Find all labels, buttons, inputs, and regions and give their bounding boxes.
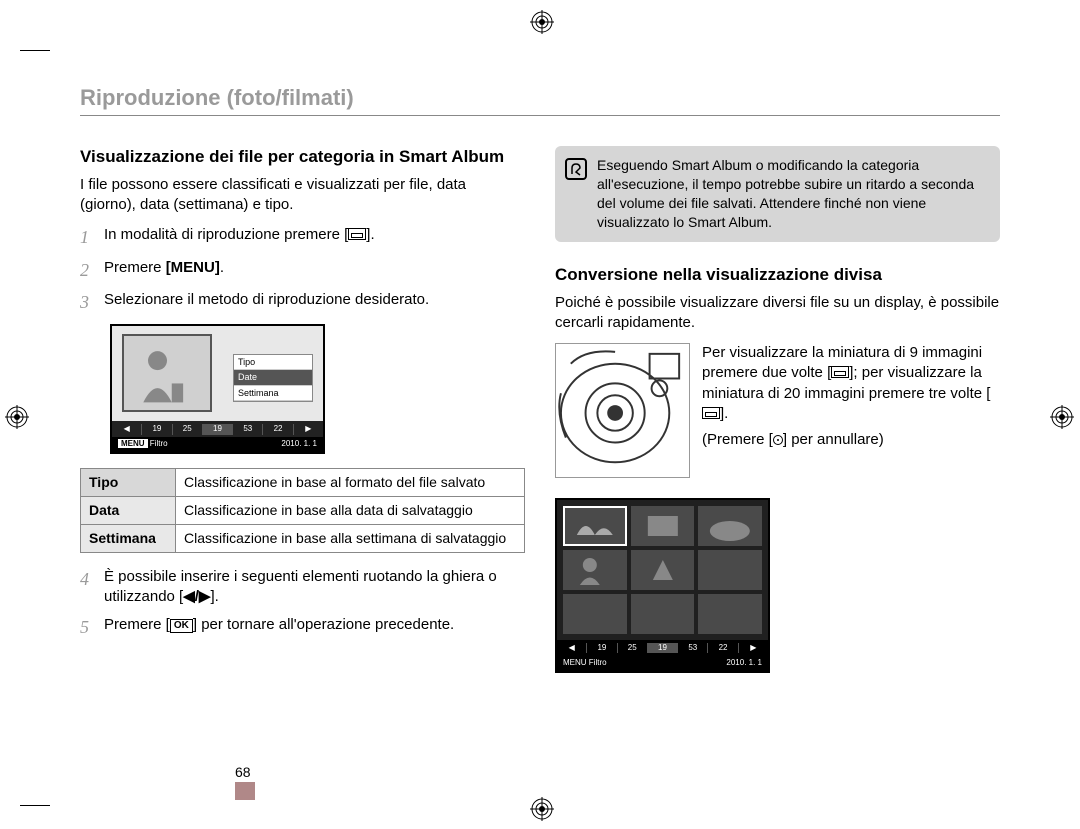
note-icon xyxy=(565,158,587,180)
table-head: Tipo xyxy=(81,469,176,497)
registration-mark-bottom xyxy=(530,797,554,821)
table-cell: Classificazione in base al formato del f… xyxy=(176,469,525,497)
crop-line-top xyxy=(20,50,50,51)
step-num: 3 xyxy=(80,290,104,314)
smart-album-screen: Tipo Date Settimana ◀ 19 25 19 53 22 ▶ M… xyxy=(110,324,325,454)
screen-date: 2010. 1. 1 xyxy=(281,439,317,450)
grid-cell xyxy=(631,506,695,546)
steps-list-2: 4 È possibile inserire i seguenti elemen… xyxy=(80,567,525,640)
table-head: Data xyxy=(81,497,176,525)
step-num: 5 xyxy=(80,615,104,639)
grid-cell xyxy=(631,594,695,634)
right-column: Eseguendo Smart Album o modificando la c… xyxy=(555,146,1000,673)
category-menu: Tipo Date Settimana xyxy=(233,354,313,401)
step-1: In modalità di riproduzione premere []. xyxy=(104,225,525,249)
camera-illustration xyxy=(555,343,690,478)
step-num: 2 xyxy=(80,258,104,282)
page-number-bar xyxy=(235,782,255,800)
menu-item-selected: Date xyxy=(234,370,312,385)
thumbnail-icon xyxy=(831,366,849,378)
screen-footer: MENU Filtro 2010. 1. 1 xyxy=(112,437,323,452)
arrow-keys: ◀/▶ xyxy=(183,588,210,605)
grid-cell xyxy=(563,550,627,590)
ok-icon: OK xyxy=(170,619,193,633)
menu-item: Settimana xyxy=(234,386,312,401)
date-strip: ◀ 19 25 19 53 22 ▶ xyxy=(557,640,768,656)
step-1a: In modalità di riproduzione premere [ xyxy=(104,226,348,243)
thumbnail-icon xyxy=(702,407,720,419)
menu-item: Tipo xyxy=(234,355,312,370)
grid-cell xyxy=(631,550,695,590)
menu-chip: MENU xyxy=(563,658,587,667)
step-4a: È possibile inserire i seguenti elementi… xyxy=(104,568,497,605)
steps-list: 1 In modalità di riproduzione premere []… xyxy=(80,225,525,314)
right-heading: Conversione nella visualizzazione divisa xyxy=(555,264,1000,287)
step-4: È possibile inserire i seguenti elementi… xyxy=(104,567,525,608)
filter-label: Filtro xyxy=(150,439,168,448)
grid-cell xyxy=(698,550,762,590)
page-number: 68 xyxy=(235,764,251,780)
table-cell: Classificazione in base alla data di sal… xyxy=(176,497,525,525)
menu-chip: MENU xyxy=(118,439,148,448)
crop-line-bottom xyxy=(20,805,50,806)
thumbnail-grid-screen: ◀ 19 25 19 53 22 ▶ MENU Filtro 2010. 1. … xyxy=(555,498,770,673)
table-cell: Classificazione in base alla settimana d… xyxy=(176,524,525,552)
screen-date: 2010. 1. 1 xyxy=(726,658,762,669)
grid-cell xyxy=(698,506,762,546)
classification-table: TipoClassificazione in base al formato d… xyxy=(80,468,525,553)
grid-cell xyxy=(563,506,627,546)
registration-mark-left xyxy=(5,405,29,429)
note-text: Eseguendo Smart Album o modificando la c… xyxy=(597,157,974,230)
step-5: Premere [OK] per tornare all'operazione … xyxy=(104,615,525,639)
grid-cell xyxy=(698,594,762,634)
date-strip: ◀ 19 25 19 53 22 ▶ xyxy=(112,421,323,437)
step-5a: Premere [ xyxy=(104,616,170,633)
step-2: Premere [MENU]. xyxy=(104,258,525,282)
step-2a: Premere xyxy=(104,259,166,276)
registration-mark-right xyxy=(1050,405,1074,429)
preview-thumb xyxy=(122,334,212,412)
step-num: 4 xyxy=(80,567,104,608)
grid-cell xyxy=(563,594,627,634)
step-4c: ]. xyxy=(210,588,218,605)
screen-footer: MENU Filtro 2010. 1. 1 xyxy=(557,656,768,671)
left-intro: I file possono essere classificati e vis… xyxy=(80,175,525,216)
step-num: 1 xyxy=(80,225,104,249)
left-heading: Visualizzazione dei file per categoria i… xyxy=(80,146,525,169)
step-3: Selezionare il metodo di riproduzione de… xyxy=(104,290,525,314)
section-title: Riproduzione (foto/filmati) xyxy=(80,85,1000,116)
thumbnail-icon xyxy=(348,228,366,240)
thumb-instructions: Per visualizzare la miniatura di 9 immag… xyxy=(702,343,1000,478)
menu-keyword: [MENU] xyxy=(166,259,220,276)
right-intro: Poiché è possibile visualizzare diversi … xyxy=(555,293,1000,334)
step-1b: ]. xyxy=(366,226,374,243)
table-head: Settimana xyxy=(81,524,176,552)
left-column: Visualizzazione dei file per categoria i… xyxy=(80,146,525,673)
step-2c: . xyxy=(220,259,224,276)
record-icon xyxy=(773,435,783,445)
filter-label: Filtro xyxy=(589,658,607,667)
note-box: Eseguendo Smart Album o modificando la c… xyxy=(555,146,1000,242)
step-5b: ] per tornare all'operazione precedente. xyxy=(193,616,454,633)
